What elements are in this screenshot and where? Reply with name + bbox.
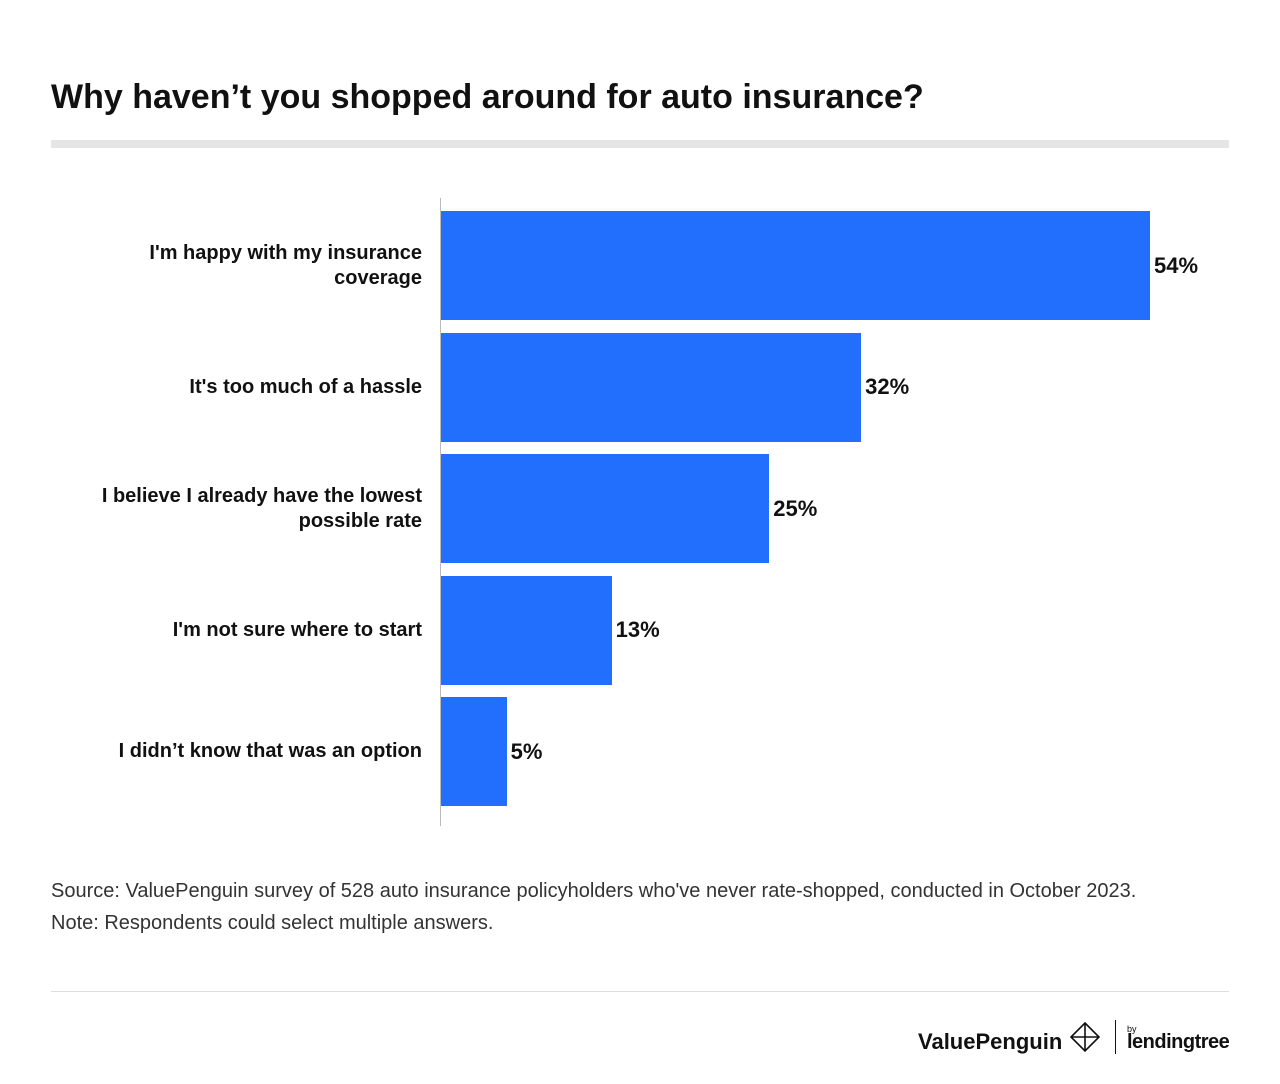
value-label: 32% bbox=[865, 374, 910, 399]
bar bbox=[441, 211, 1150, 320]
category-label: I believe I already have the lowest poss… bbox=[101, 484, 422, 532]
by-label: by bbox=[1127, 1024, 1137, 1034]
category-label: I didn’t know that was an option bbox=[118, 740, 422, 762]
value-label: 54% bbox=[1154, 252, 1199, 278]
partner: lendingtree bbox=[1127, 1031, 1230, 1053]
chart-title: Why haven’t you shopped around for auto … bbox=[51, 78, 924, 116]
value-label: 13% bbox=[615, 617, 660, 642]
brand-icon bbox=[1069, 1021, 1101, 1053]
brand-divider bbox=[1115, 1020, 1116, 1054]
axis-line bbox=[440, 198, 441, 826]
footer-rule bbox=[51, 991, 1229, 992]
value-label: 5% bbox=[510, 738, 543, 764]
bar bbox=[441, 454, 770, 563]
category-label: I'm happy with my insurance coverage bbox=[149, 241, 422, 289]
brand: ValuePenguin bbox=[918, 1029, 1063, 1054]
bar bbox=[441, 332, 862, 442]
category-label: It's too much of a hassle bbox=[189, 375, 422, 398]
value-label: 25% bbox=[773, 495, 818, 521]
title-rule bbox=[51, 140, 1229, 148]
bar bbox=[441, 575, 612, 685]
note: Note: Respondents could select multiple … bbox=[51, 912, 494, 934]
category-label: I'm not sure where to start bbox=[172, 618, 422, 641]
bar bbox=[441, 697, 507, 806]
source: Source: ValuePenguin survey of 528 auto … bbox=[51, 880, 1137, 902]
